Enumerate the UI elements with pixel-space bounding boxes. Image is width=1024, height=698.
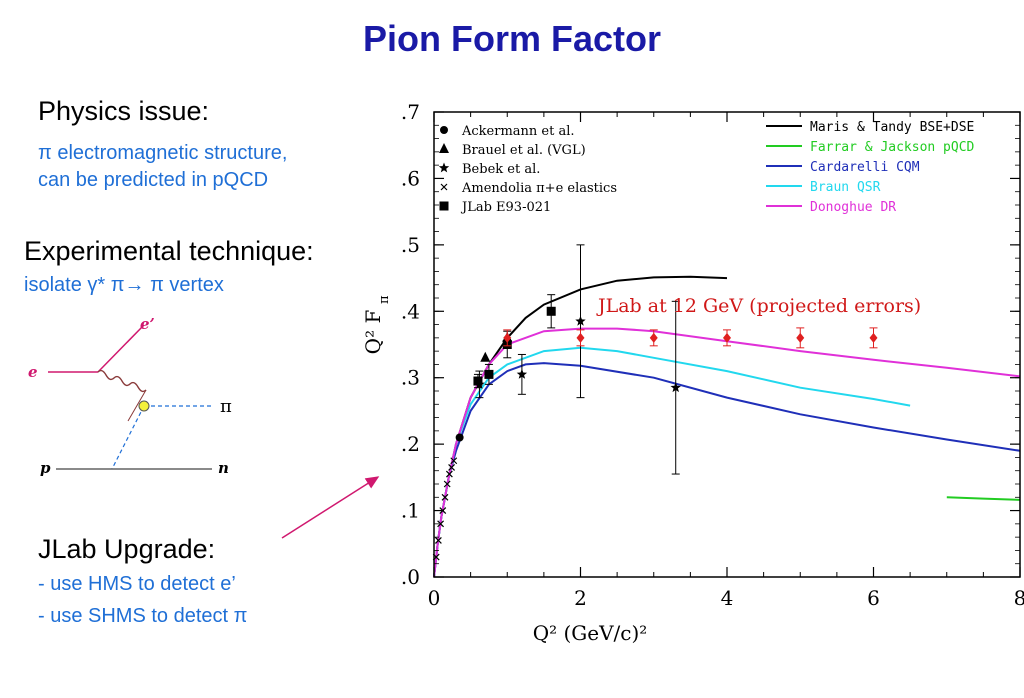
legend-entry-square: JLab E93-021: [460, 200, 551, 215]
data-point-cross: [450, 457, 458, 465]
y-tick-label: .7: [401, 100, 420, 124]
proton-label: p: [40, 459, 51, 477]
legend-left: Ackermann et al. Brauel et al. (VGL) Bebek…: [438, 124, 617, 215]
y-tick-label: .3: [401, 366, 420, 390]
x-axis-label: Q² (GeV/c)²: [533, 621, 648, 645]
y-tick-label: .4: [401, 299, 420, 323]
data-point-triangle: [480, 351, 491, 362]
y-axis-label-subscript: π: [377, 295, 392, 304]
electron-prime-label: e’: [140, 315, 155, 333]
data-point-triangle: [439, 143, 449, 153]
curves-layer: [433, 275, 1021, 578]
data-point-cross: [434, 537, 442, 544]
legend-entry-curve: Donoghue DR: [810, 200, 896, 215]
upgrade-line-2: - use SHMS to detect π: [38, 605, 248, 627]
technique-heading: Experimental technique:: [24, 236, 314, 266]
pion-label: π: [220, 396, 232, 417]
jlab-upgrade-text: - use HMS to detect e’ - use SHMS to det…: [38, 568, 247, 632]
data-point-circle: [440, 126, 448, 134]
data-point-cross: [441, 493, 449, 501]
data-point-cross: [445, 470, 453, 478]
exchanged-pion-line: [111, 405, 145, 470]
curve-donoghue-dr: [433, 327, 1021, 578]
data-point-square: [546, 306, 556, 316]
x-tick-label: 4: [721, 586, 734, 610]
technique-text: isolate γ* π→ π vertex: [24, 274, 224, 296]
data-point-diamond: [796, 332, 805, 343]
data-point-cross: [448, 463, 456, 471]
y-axis-label-group: Q² F π: [361, 295, 392, 354]
slide-title: Pion Form Factor: [362, 18, 662, 59]
data-point-star: [438, 162, 450, 173]
data-point-diamond: [503, 332, 512, 343]
physics-issue-heading: Physics issue:: [38, 96, 210, 126]
data-point-diamond: [869, 332, 878, 343]
data-point-star: [516, 368, 528, 379]
data-point-diamond: [576, 332, 585, 343]
curve-cardarelli-cqm: [433, 362, 1021, 578]
curve-farrar-jackson-pqcd: [946, 496, 1021, 501]
y-tick-label: .6: [401, 166, 420, 190]
data-point-diamond: [723, 332, 731, 343]
photon-line: [97, 369, 147, 393]
legend-entry-circle: Ackermann et al.: [461, 124, 575, 139]
data-point-star: [670, 382, 681, 393]
data-point-star: [575, 315, 586, 326]
neutron-label: n: [218, 459, 229, 477]
outgoing-electron-line: [97, 324, 145, 373]
data-point-cross: [443, 480, 451, 488]
feynman-diagram: e e’ π p n: [28, 315, 232, 477]
photon-tail: [127, 389, 147, 422]
legend-entry-curve: Farrar & Jackson pQCD: [810, 140, 975, 155]
legend-right: Maris & Tandy BSE+DSE Farrar & Jackson pQ…: [766, 120, 975, 215]
electron-label: e: [28, 363, 38, 381]
y-tick-label: .0: [401, 565, 420, 589]
physics-line-1: π electromagnetic structure,: [38, 142, 288, 164]
y-axis-label: Q² F: [361, 310, 385, 355]
x-tick-label: 2: [574, 586, 587, 610]
x-tick-label: 8: [1014, 586, 1024, 610]
vertex-dot: [138, 400, 150, 412]
legend-entry-triangle: Brauel et al. (VGL): [462, 143, 586, 158]
data-point-circle: [455, 433, 464, 442]
y-tick-label: .2: [401, 432, 420, 456]
legend-entry-curve: Cardarelli CQM: [810, 160, 920, 175]
data-point-cross: [437, 520, 445, 528]
data-point-square: [484, 369, 494, 379]
axes-layer: [433, 111, 1021, 578]
tick-labels-layer: 0 2 4 6 8 .0 .1 .2 .3 .4 .5 .6 .7: [401, 100, 1024, 610]
data-point-square: [439, 201, 449, 211]
data-point-square: [473, 376, 483, 386]
physics-line-2: can be predicted in pQCD: [38, 169, 269, 191]
y-tick-label: .5: [401, 233, 420, 257]
data-point-cross: [440, 183, 448, 191]
form-factor-chart: 0 2 4 6 8 .0 .1 .2 .3 .4 .5 .6 .7 JLab at 12 GeV (pr…: [361, 100, 1024, 645]
physics-issue-text: π electromagnetic structure, can be pred…: [38, 140, 287, 194]
legend-entry-curve: Maris & Tandy BSE+DSE: [810, 120, 974, 135]
chart-annotation: JLab at 12 GeV (projected errors): [596, 295, 921, 317]
legend-entry-cross: Amendolia π+e elastics: [461, 181, 617, 196]
jlab-upgrade-heading: JLab Upgrade:: [38, 534, 216, 564]
legend-entry-curve: Braun QSR: [810, 180, 881, 195]
upgrade-line-1: - use HMS to detect e’: [38, 573, 236, 595]
data-point-diamond: [649, 332, 658, 343]
y-tick-label: .1: [401, 499, 420, 523]
points-layer: [432, 244, 878, 561]
x-tick-label: 0: [428, 586, 441, 610]
legend-entry-star: Bebek et al.: [462, 162, 540, 177]
x-tick-label: 6: [867, 586, 880, 610]
